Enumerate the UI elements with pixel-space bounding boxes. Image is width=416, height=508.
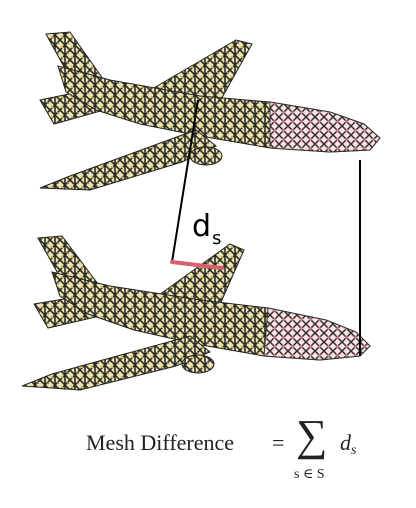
mesh-difference-formula: Mesh Difference = ∑ s ∈ S ds: [86, 414, 386, 498]
summation-symbol: ∑: [296, 411, 328, 460]
vertex-connector-left: [171, 99, 199, 263]
summation-subscript: s ∈ S: [294, 467, 325, 482]
distance-label-base: d: [192, 209, 212, 244]
formula-lhs: Mesh Difference: [86, 430, 235, 455]
airplane-top-front-wing: [39, 129, 223, 191]
airplane-mesh-bottom: [21, 235, 371, 391]
distance-label: ds: [192, 209, 221, 248]
formula-term-subscript: s: [351, 443, 357, 458]
formula-equals: =: [272, 430, 285, 455]
airplane-bottom-front-wing: [21, 335, 215, 391]
formula-term-base: d: [340, 430, 351, 455]
airplane-top-nose: [269, 101, 381, 153]
formula-term: ds: [340, 430, 357, 458]
airplane-bottom-nose: [263, 307, 371, 361]
distance-segment: [170, 260, 224, 270]
airplane-mesh-top: [39, 31, 381, 191]
distance-label-subscript: s: [212, 228, 222, 249]
